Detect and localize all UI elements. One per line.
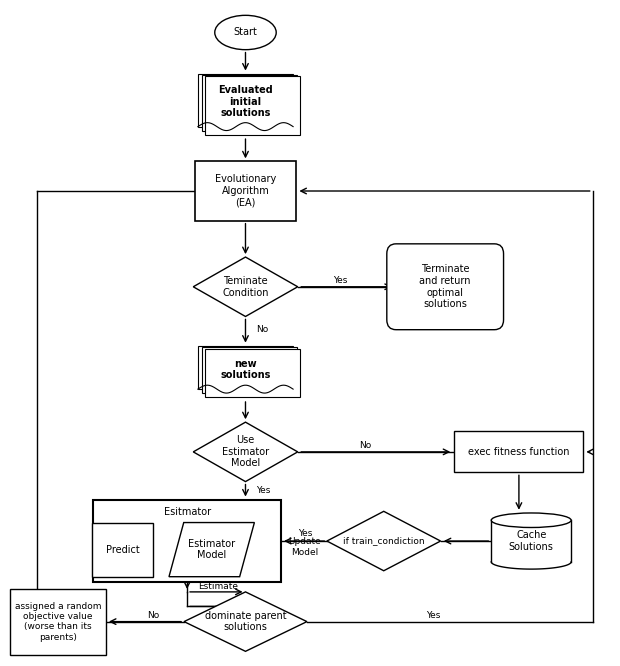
Text: Use
Estimator
Model: Use Estimator Model [222, 436, 269, 468]
Polygon shape [169, 523, 254, 577]
Text: Evolutionary
Algorithm
(EA): Evolutionary Algorithm (EA) [215, 174, 276, 208]
Text: Yes: Yes [334, 276, 348, 285]
Text: Predict: Predict [106, 545, 140, 555]
Text: Cache
Solutions: Cache Solutions [509, 530, 554, 552]
Polygon shape [198, 346, 293, 389]
Text: Yes: Yes [256, 486, 270, 495]
Text: Estimator
Model: Estimator Model [188, 539, 235, 560]
Text: assigned a random
objective value
(worse than its
parents): assigned a random objective value (worse… [15, 601, 101, 642]
Text: Estimate: Estimate [198, 582, 238, 591]
Text: No: No [147, 611, 159, 620]
Polygon shape [205, 76, 301, 135]
FancyBboxPatch shape [454, 432, 583, 472]
Polygon shape [202, 75, 297, 131]
Polygon shape [491, 520, 571, 562]
Text: Yes: Yes [426, 611, 440, 620]
Text: Evaluated
initial
solutions: Evaluated initial solutions [218, 85, 273, 119]
FancyBboxPatch shape [92, 523, 153, 577]
Text: No: No [359, 442, 371, 450]
Text: Terminate
and return
optimal
solutions: Terminate and return optimal solutions [419, 264, 471, 309]
Text: No: No [256, 325, 268, 334]
Text: if train_condiction: if train_condiction [343, 537, 425, 545]
Polygon shape [205, 348, 301, 397]
Polygon shape [193, 257, 298, 316]
Text: new
solutions: new solutions [220, 358, 271, 380]
Text: Start: Start [234, 27, 257, 37]
Text: Yes: Yes [298, 529, 312, 538]
Ellipse shape [491, 513, 571, 527]
Text: Esitmator: Esitmator [164, 507, 211, 517]
Text: exec fitness function: exec fitness function [468, 447, 570, 457]
Polygon shape [327, 511, 441, 571]
Polygon shape [184, 592, 307, 651]
FancyBboxPatch shape [195, 161, 296, 220]
FancyBboxPatch shape [387, 244, 503, 330]
Text: Update
Model: Update Model [289, 537, 321, 557]
FancyBboxPatch shape [11, 589, 105, 655]
Polygon shape [202, 348, 297, 393]
Text: dominate parent
solutions: dominate parent solutions [205, 611, 286, 633]
Ellipse shape [215, 15, 276, 50]
Polygon shape [198, 74, 293, 127]
Polygon shape [193, 422, 298, 482]
Text: Teminate
Condition: Teminate Condition [222, 276, 268, 298]
FancyBboxPatch shape [94, 500, 281, 582]
